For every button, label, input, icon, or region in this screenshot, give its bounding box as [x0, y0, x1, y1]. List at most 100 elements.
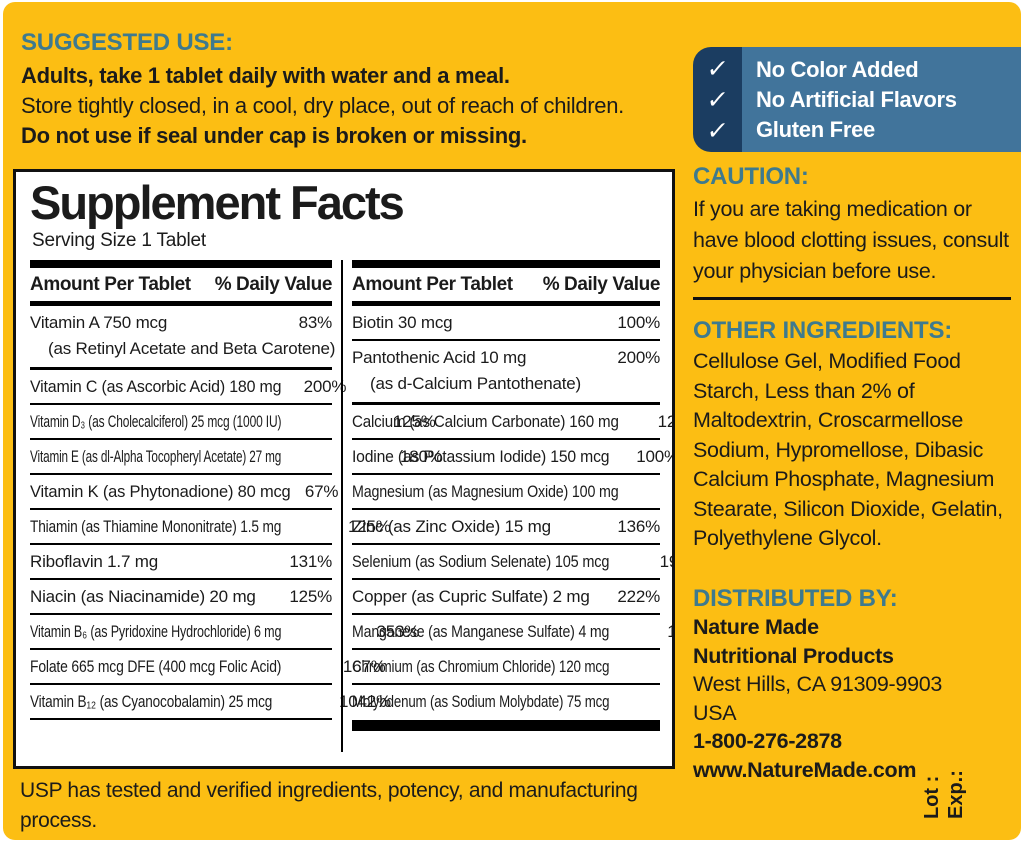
daily-value: 83% [298, 313, 333, 332]
supplement-row: Vitamin B₁₂ (as Cyanocobalamin) 25 mcg 10… [30, 685, 391, 720]
daily-value: 174% [667, 622, 672, 642]
daily-value: 125% [289, 587, 332, 606]
usp-line2: USP sets official standards for dietary … [20, 835, 680, 840]
daily-value: 1042% [339, 692, 391, 711]
distributed-by-title: DISTRIBUTED BY: [693, 585, 898, 612]
nutrient-name: Niacin (as Niacinamide) 20 mg [30, 587, 256, 606]
table-header-bar [30, 301, 332, 306]
nutrient-name: Thiamin (as Thiamine Mononitrate) 1.5 mg [30, 517, 282, 536]
supplement-row: Vitamin E (as dl-Alpha Tocopheryl Acetat… [30, 440, 443, 475]
facts-column-right: Amount Per Tablet % Daily Value Biotin 3… [352, 260, 672, 752]
supplement-row: Vitamin A 750 mcg 83% (as Retinyl Acetate … [30, 306, 336, 370]
distributor-line: USA [693, 700, 737, 725]
daily-value: 180% [399, 447, 443, 466]
other-ingredients-text: Cellulose Gel, Modified Food Starch, Les… [693, 349, 1003, 550]
distributor-website: www.NatureMade.com [693, 757, 917, 782]
supplement-row: Vitamin C (as Ascorbic Acid) 180 mg 200% [30, 370, 347, 405]
caution-title: CAUTION: [693, 163, 809, 190]
other-ingredients-section: OTHER INGREDIENTS: Cellulose Gel, Modifi… [693, 317, 1021, 554]
nutrient-name: Selenium (as Sodium Selenate) 105 mcg [352, 552, 610, 571]
daily-value: 167% [342, 657, 386, 676]
nutrient-name: Copper (as Cupric Sulfate) 2 mg [352, 587, 590, 606]
facts-column-left: Amount Per Tablet % Daily Value Vitamin … [30, 260, 443, 752]
suggested-use-line: Do not use if seal under cap is broken o… [21, 123, 527, 148]
daily-value: 222% [617, 587, 660, 606]
nutrient-source: (as d-Calcium Pantothenate) [370, 374, 581, 393]
supplement-row: Chromium (as Chromium Chloride) 120 mcg3… [352, 650, 660, 685]
supplement-row: Niacin (as Niacinamide) 20 mg 125% [30, 580, 332, 615]
supplement-row: Molybdenum (as Sodium Molybdate) 75 mcg1… [352, 685, 660, 718]
supplement-row: Pantothenic Acid 10 mg 200% (as d-Calcium … [352, 341, 660, 405]
supplement-row: Vitamin K (as Phytonadione) 80 mcg 67% [30, 475, 338, 510]
claim-item: No Artificial Flavors [756, 86, 957, 112]
suggested-use-line: Adults, take 1 tablet daily with water a… [21, 63, 510, 88]
nutrient-name: Folate 665 mcg DFE (400 mcg Folic Acid) [30, 657, 282, 676]
suggested-use-line: Store tightly closed, in a cool, dry pla… [21, 93, 624, 118]
suggested-use-section: SUGGESTED USE: Adults, take 1 tablet dai… [21, 29, 676, 151]
header-daily-value: % Daily Value [542, 274, 661, 295]
nutrient-name: Calcium (as Calcium Carbonate) 160 mg [352, 412, 619, 431]
daily-value: 131% [289, 552, 332, 571]
supplement-facts-title: Supplement Facts [30, 176, 405, 229]
daily-value: 100% [636, 447, 675, 466]
supplement-row: Thiamin (as Thiamine Mononitrate) 1.5 mg… [30, 510, 391, 545]
claim-item: Gluten Free [756, 116, 875, 142]
nutrient-name: Pantothenic Acid 10 mg [352, 348, 527, 367]
distributor-line: West Hills, CA 91309-9903 [693, 672, 943, 696]
supplement-row: Magnesium (as Magnesium Oxide) 100 mg24% [352, 475, 660, 510]
daily-value: 136% [617, 517, 660, 536]
nutrient-name: Vitamin E (as dl-Alpha Tocopheryl Acetat… [30, 447, 282, 466]
supplement-row: Folate 665 mcg DFE (400 mcg Folic Acid) 1… [30, 650, 386, 685]
nutrient-name: Iodine (as Potassium Iodide) 150 mcg [352, 447, 610, 466]
column-divider [341, 260, 343, 752]
claim-item: No Color Added [756, 56, 919, 82]
nutrient-name: Vitamin B₆ (as Pyridoxine Hydrochloride)… [30, 622, 282, 641]
daily-value: 353% [376, 622, 420, 641]
supplement-row: Riboflavin 1.7 mg 131% [30, 545, 332, 580]
table-top-bar [352, 260, 660, 268]
usp-line1: USP has tested and verified ingredients,… [20, 779, 638, 832]
supplement-row: Vitamin D₃ (as Cholecalciferol) 25 mcg (… [30, 405, 436, 440]
lot-exp-block: Lot : Exp.: [920, 739, 990, 819]
other-ingredients-title: OTHER INGREDIENTS: [693, 317, 953, 344]
nutrient-source: (as Retinyl Acetate and Beta Carotene) [48, 339, 336, 358]
nutrient-name: Vitamin A 750 mcg [30, 313, 168, 332]
usp-footnote: USP has tested and verified ingredients,… [20, 776, 680, 840]
nutrient-name: Magnesium (as Magnesium Oxide) 100 mg [352, 482, 619, 501]
supplement-row: Vitamin B₆ (as Pyridoxine Hydrochloride)… [30, 615, 419, 650]
header-amount: Amount Per Tablet [30, 274, 191, 295]
supplement-row: Zinc (as Zinc Oxide) 15 mg 136% [352, 510, 660, 545]
caution-section: CAUTION: If you are taking medication or… [693, 163, 1018, 287]
table-header: Amount Per Tablet % Daily Value [352, 268, 660, 301]
checkmark-icon: ✓ [705, 54, 730, 83]
checkmark-icon: ✓ [705, 116, 730, 145]
caution-text: If you are taking medication or have blo… [693, 197, 1009, 283]
suggested-use-title: SUGGESTED USE: [21, 29, 233, 56]
product-label: SUGGESTED USE: Adults, take 1 tablet dai… [3, 2, 1021, 840]
exp-label: Exp.: [945, 770, 967, 819]
checkmark-column: ✓ ✓ ✓ [693, 47, 742, 152]
table-header-bar [352, 301, 660, 306]
supplement-row: Manganese (as Manganese Sulfate) 4 mg 174… [352, 615, 672, 650]
daily-value: 200% [303, 377, 347, 396]
supplement-row: Biotin 30 mcg 100% [352, 306, 660, 341]
distributed-by-section: DISTRIBUTED BY: Nature Made Nutritional … [693, 585, 1021, 784]
nutrient-name: Riboflavin 1.7 mg [30, 552, 158, 571]
daily-value: 125% [392, 412, 436, 431]
daily-value: 12% [657, 412, 672, 431]
nutrient-name: Zinc (as Zinc Oxide) 15 mg [352, 517, 551, 536]
usp-line2-text: USP sets official standards for dietary … [20, 838, 485, 840]
daily-value: 191% [659, 552, 672, 571]
supplement-row: Calcium (as Calcium Carbonate) 160 mg 12% [352, 405, 672, 440]
daily-value: 200% [617, 348, 660, 367]
nutrient-name: Molybdenum (as Sodium Molybdate) 75 mcg [352, 692, 610, 711]
nutrient-name: Vitamin K (as Phytonadione) 80 mcg [30, 482, 291, 501]
nutrient-name: Vitamin B₁₂ (as Cyanocobalamin) 25 mcg [30, 692, 273, 711]
nutrient-name: Biotin 30 mcg [352, 313, 453, 332]
supplement-row: Copper (as Cupric Sulfate) 2 mg 222% [352, 580, 660, 615]
table-header: Amount Per Tablet % Daily Value [30, 268, 332, 301]
table-bottom-bar [352, 720, 660, 731]
checkmark-icon: ✓ [705, 85, 730, 114]
distributor-line: Nature Made [693, 615, 819, 639]
nutrient-name: Chromium (as Chromium Chloride) 120 mcg [352, 657, 610, 676]
